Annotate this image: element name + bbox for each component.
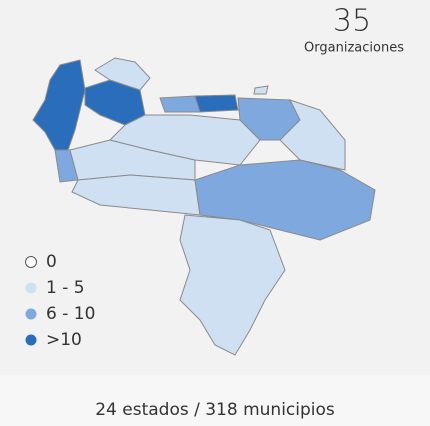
legend-dot: [25, 334, 37, 346]
legend-dot: [25, 308, 37, 320]
legend-dot: [25, 256, 37, 268]
total-label: Organizaciones: [304, 41, 404, 56]
region: [179, 214, 286, 356]
region: [159, 95, 201, 113]
footer-text: 24 estados / 318 municipios: [95, 400, 335, 420]
legend-label: >10: [46, 330, 82, 350]
region: [194, 94, 239, 113]
region: [32, 59, 86, 151]
region: [94, 57, 151, 91]
legend-dot: [25, 282, 37, 294]
region: [253, 85, 269, 95]
total-value: 35: [333, 4, 371, 39]
legend-label: 6 - 10: [46, 304, 95, 324]
legend-label: 1 - 5: [46, 278, 85, 298]
region: [279, 99, 346, 171]
region: [71, 174, 201, 216]
footer-band: [0, 375, 430, 426]
legend-label: 0: [46, 252, 57, 272]
map: [32, 57, 376, 356]
legend: 0 1 - 5 6 - 10 >10: [25, 252, 95, 350]
